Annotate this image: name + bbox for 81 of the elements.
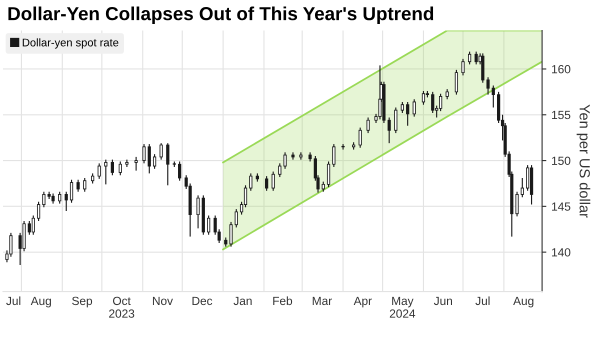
x-tick-label: Nov	[152, 296, 173, 306]
candlestick	[234, 208, 238, 228]
y-tick-label: 150	[552, 156, 570, 165]
candlestick	[515, 191, 519, 217]
candlestick	[526, 164, 530, 192]
y-tick-label: 160	[552, 65, 570, 74]
candlestick	[42, 191, 46, 208]
candlestick	[166, 142, 170, 186]
candlestick	[83, 177, 86, 192]
candlestick	[283, 152, 287, 170]
chart-title: Dollar-Yen Collapses Out of This Year's Uptrend	[8, 6, 434, 24]
candlestick	[58, 191, 62, 204]
candlestick	[36, 201, 40, 222]
x-tick-label: Feb	[273, 296, 292, 306]
candlestick	[207, 214, 210, 236]
y-tick-label: 140	[552, 248, 570, 257]
candlestick	[160, 142, 163, 160]
candlestick	[461, 58, 465, 76]
y-tick-label: 155	[552, 110, 570, 120]
candlestick	[486, 76, 490, 96]
candlestick	[229, 221, 233, 248]
candlestick	[134, 156, 138, 172]
candlestick	[492, 84, 495, 108]
candlestick	[98, 162, 101, 180]
candlestick	[76, 179, 80, 192]
candlestick	[28, 220, 31, 236]
candlestick	[468, 51, 472, 65]
x-tick-label: Aug	[30, 296, 51, 308]
candlestick	[196, 194, 200, 229]
candlestick	[326, 160, 330, 188]
candlestick	[400, 101, 404, 114]
candlestick	[51, 192, 55, 204]
candlestick	[32, 214, 35, 236]
candlestick	[366, 116, 370, 134]
candlestick	[431, 91, 434, 114]
candlestick	[412, 98, 416, 118]
candlestick	[446, 88, 449, 100]
candlestick	[358, 127, 362, 148]
candlestick	[332, 144, 336, 168]
x-tick-label: Jan	[234, 296, 252, 306]
candlestick	[224, 236, 228, 248]
candlestick	[322, 181, 325, 192]
candlestick	[265, 176, 268, 192]
candlestick	[388, 116, 391, 144]
candlestick	[9, 232, 13, 258]
x-tick-label: Sep	[72, 296, 92, 308]
candlestick	[406, 101, 410, 126]
candlestick	[249, 172, 252, 192]
candlestick	[438, 93, 442, 112]
x-tick-label: Mar	[312, 296, 332, 306]
x-tick-label: Apr	[354, 296, 372, 308]
x-tick-label: Aug	[513, 296, 534, 308]
y-axis-title: Yen per US dollar	[576, 104, 590, 218]
candlestick	[70, 179, 74, 204]
x-tick-label: Oct 2023	[109, 296, 134, 318]
candlestick	[422, 90, 426, 106]
candlestick	[308, 152, 312, 162]
x-tick-label: Jul	[6, 296, 20, 306]
candlestick	[454, 69, 458, 96]
candlestick	[148, 144, 151, 174]
x-tick-label: Jul	[475, 296, 490, 306]
candlestick	[142, 144, 146, 164]
candlestick	[118, 160, 122, 176]
candlestick	[474, 51, 478, 65]
candlestick	[178, 160, 182, 182]
x-tick-label: Jun	[434, 296, 452, 306]
candlestick	[110, 159, 114, 176]
legend-label: Dollar-yen spot rate	[22, 38, 118, 49]
x-tick-label: Dec	[192, 296, 212, 306]
candlestick	[520, 177, 524, 198]
y-tick-label: 145	[552, 202, 570, 211]
x-tick-label: May 2024	[390, 296, 416, 318]
candlestick	[152, 154, 156, 170]
candlestick	[104, 159, 108, 185]
candlestick	[64, 191, 68, 212]
candlestick	[272, 171, 275, 192]
candlestick	[91, 172, 94, 184]
candlestick	[378, 64, 382, 120]
candlestick	[481, 52, 484, 84]
candlestick	[278, 162, 282, 178]
candlestick	[394, 106, 398, 134]
